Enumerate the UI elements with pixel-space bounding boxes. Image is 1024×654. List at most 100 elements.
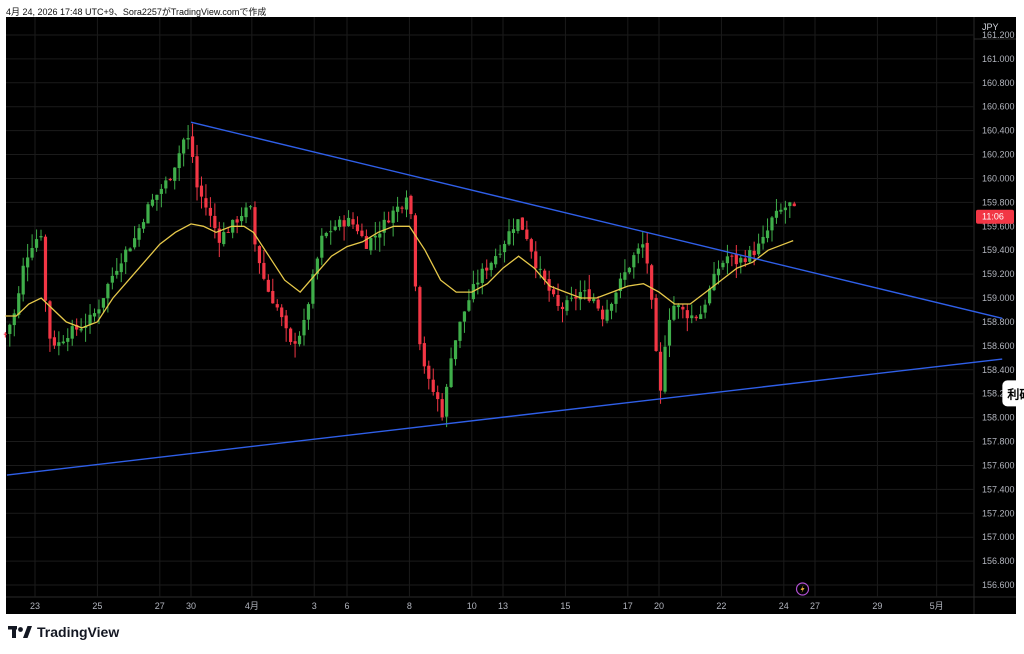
candle-body — [565, 300, 569, 311]
candle-body — [150, 199, 155, 206]
y-tick-label: 159.000 — [982, 293, 1015, 303]
candle-body — [502, 244, 507, 253]
y-tick-label: 161.000 — [982, 54, 1015, 64]
candle-body — [128, 248, 132, 252]
candle-body — [525, 229, 529, 240]
candle-body — [770, 217, 774, 231]
candle-body — [329, 231, 333, 233]
candle-body — [164, 180, 168, 189]
y-tick-label: 159.200 — [982, 269, 1015, 279]
x-tick-label: 22 — [716, 601, 726, 611]
candle-body — [293, 341, 297, 344]
candle-body — [641, 244, 645, 248]
callout-take-profit[interactable] — [1002, 380, 1024, 407]
candle-body — [387, 220, 391, 223]
candle-body — [204, 198, 208, 208]
candle-body — [213, 215, 217, 229]
candle-body — [30, 248, 34, 258]
y-tick-label: 158.200 — [982, 389, 1015, 399]
currency-label: JPY — [982, 22, 999, 32]
candle-body — [761, 236, 765, 244]
candle-body — [436, 392, 440, 400]
candle-body — [485, 267, 489, 271]
candle-body — [75, 324, 79, 330]
candle-body — [707, 288, 712, 304]
chart-caption: 4月 24, 2026 17:48 UTC+9、Sora2257がTrading… — [6, 7, 267, 17]
candle-body — [168, 179, 172, 181]
candle-body — [101, 298, 106, 308]
y-tick-label: 158.600 — [982, 341, 1015, 351]
candle-body — [262, 262, 266, 279]
candle-body — [672, 305, 676, 320]
price-axis[interactable] — [974, 17, 1016, 597]
candle-body — [289, 328, 293, 342]
candle-body — [88, 314, 92, 325]
candle-body — [17, 293, 21, 315]
candle-body — [489, 262, 493, 271]
candle-body — [106, 283, 110, 299]
candle-body — [92, 313, 97, 317]
candle-body — [551, 289, 556, 295]
x-tick-label: 23 — [30, 601, 40, 611]
trendline-lower[interactable] — [6, 358, 1003, 476]
lightning-icon[interactable] — [795, 582, 810, 596]
candle-body — [703, 304, 707, 313]
candle-body — [266, 279, 270, 292]
y-tick-label: 157.200 — [982, 508, 1015, 518]
candle-body — [725, 256, 730, 264]
plot-area[interactable] — [6, 17, 974, 597]
candle-body — [297, 335, 302, 345]
candle-body — [422, 343, 426, 367]
candle-body — [21, 265, 25, 295]
candle-body — [360, 230, 364, 237]
last-price-label: 11:06 — [982, 212, 1004, 222]
candle-body — [34, 239, 39, 248]
candle-body — [57, 342, 61, 346]
x-tick-label: 8 — [407, 601, 412, 611]
candle-body — [364, 236, 368, 249]
candle-body — [538, 268, 542, 270]
y-tick-label: 160.200 — [982, 150, 1015, 160]
x-tick-label: 20 — [654, 601, 664, 611]
x-tick-label: 13 — [498, 601, 508, 611]
candle-body — [739, 257, 743, 263]
time-axis[interactable] — [6, 597, 1016, 614]
candle-body — [404, 197, 409, 210]
brand-footer[interactable]: TradingView — [8, 624, 119, 640]
candle-body — [623, 272, 627, 280]
tradingview-logo-icon — [8, 626, 32, 638]
x-tick-label: 24 — [779, 601, 789, 611]
candle-body — [449, 358, 453, 388]
candle-body — [52, 337, 56, 346]
candle-body — [177, 153, 181, 169]
candle-body — [560, 306, 565, 310]
candle-body — [195, 156, 199, 188]
trendline-upper[interactable] — [190, 121, 1003, 320]
candle-body — [346, 217, 351, 227]
y-tick-label: 156.600 — [982, 580, 1015, 590]
y-tick-label: 159.600 — [982, 221, 1015, 231]
y-tick-label: 157.800 — [982, 437, 1015, 447]
candle-body — [79, 328, 83, 331]
candle-body — [654, 297, 658, 351]
candle-body — [119, 263, 123, 273]
candle-body — [458, 321, 462, 341]
candle-body — [632, 255, 636, 268]
candle-body — [137, 228, 141, 240]
y-tick-label: 158.000 — [982, 413, 1015, 423]
candle-body — [774, 210, 779, 218]
x-tick-label: 5月 — [930, 601, 944, 611]
candle-body — [306, 304, 311, 320]
candle-body — [12, 313, 16, 326]
candle-body — [609, 303, 614, 311]
candle-body — [311, 274, 315, 304]
candle-body — [627, 267, 631, 273]
candle-body — [534, 251, 538, 269]
last-price-badge — [976, 209, 1014, 224]
candle-body — [26, 257, 30, 268]
candle-body — [605, 309, 609, 321]
x-tick-label: 6 — [344, 601, 349, 611]
x-tick-label: 3 — [312, 601, 317, 611]
candle-body — [418, 287, 422, 345]
